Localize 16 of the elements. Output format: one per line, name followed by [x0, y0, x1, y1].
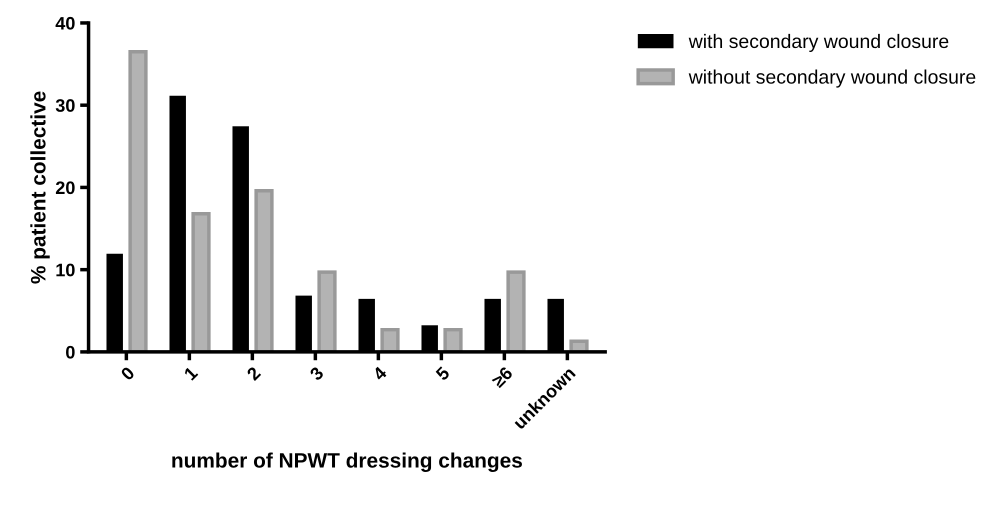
x-tick-label: 5	[435, 366, 450, 382]
y-tick-label: 20	[56, 181, 75, 194]
x-tick-label: 4	[372, 366, 388, 382]
legend-label: with secondary wound closure	[688, 34, 948, 52]
x-tick-label: 2	[246, 366, 262, 382]
y-tick-label: 10	[56, 264, 75, 276]
legend-label: without secondary wound closure	[688, 69, 976, 88]
y-tick-label: 40	[56, 16, 75, 30]
x-tick-label: 1	[184, 366, 198, 381]
x-tick-label: ≥6	[490, 366, 514, 388]
y-axis-title: % patient collective	[30, 91, 50, 284]
x-tick-label: 0	[120, 366, 136, 382]
x-tick-label: 3	[308, 366, 324, 382]
x-axis-title: number of NPWT dressing changes	[172, 452, 522, 472]
y-tick-label: 0	[66, 346, 75, 359]
y-tick-label: 30	[56, 99, 75, 112]
